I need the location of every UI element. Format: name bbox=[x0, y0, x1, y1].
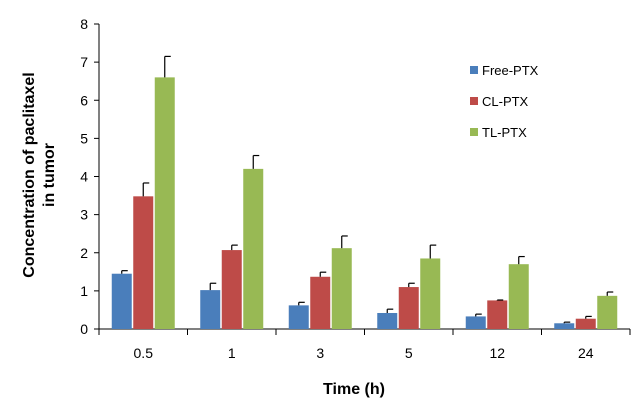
bar bbox=[377, 312, 398, 329]
y-axis-title-line2: in tumor bbox=[41, 143, 58, 207]
legend-label: CL-PTX bbox=[482, 94, 529, 109]
legend-swatch bbox=[470, 66, 478, 74]
bar bbox=[398, 287, 419, 329]
y-tick-label: 6 bbox=[80, 92, 88, 108]
bar bbox=[111, 273, 132, 329]
y-tick-label: 1 bbox=[80, 283, 88, 299]
bar bbox=[200, 290, 221, 329]
x-tick-label: 3 bbox=[316, 345, 324, 361]
bar bbox=[575, 318, 596, 329]
bar bbox=[310, 276, 331, 329]
y-tick-label: 2 bbox=[80, 245, 88, 261]
bar bbox=[154, 77, 175, 329]
bar bbox=[597, 295, 618, 329]
x-tick-label: 1 bbox=[228, 345, 236, 361]
x-tick-label: 5 bbox=[405, 345, 413, 361]
bar bbox=[133, 196, 154, 329]
y-tick-label: 4 bbox=[80, 169, 88, 185]
y-tick-label: 5 bbox=[80, 130, 88, 146]
legend-swatch bbox=[470, 128, 478, 136]
bar bbox=[331, 248, 352, 329]
y-axis-title-line1: Concentration of paclitaxel bbox=[21, 72, 38, 277]
bar bbox=[420, 258, 441, 329]
x-axis-title: Time (h) bbox=[323, 381, 385, 398]
bar bbox=[508, 264, 529, 329]
bar bbox=[288, 305, 309, 329]
y-tick-label: 0 bbox=[80, 321, 88, 337]
y-tick-label: 7 bbox=[80, 54, 88, 70]
legend-label: TL-PTX bbox=[482, 125, 527, 140]
bar bbox=[243, 168, 264, 329]
x-tick-label: 24 bbox=[578, 345, 594, 361]
bar bbox=[487, 300, 508, 329]
y-tick-label: 3 bbox=[80, 207, 88, 223]
legend-label: Free-PTX bbox=[482, 63, 539, 78]
y-tick-label: 8 bbox=[80, 16, 88, 32]
bar bbox=[221, 250, 242, 329]
x-tick-label: 0.5 bbox=[134, 345, 154, 361]
bar bbox=[465, 316, 486, 329]
legend-swatch bbox=[470, 97, 478, 105]
bar bbox=[554, 323, 575, 329]
x-tick-label: 12 bbox=[489, 345, 505, 361]
legend: Free-PTX CL-PTX TL-PTX bbox=[470, 63, 539, 140]
